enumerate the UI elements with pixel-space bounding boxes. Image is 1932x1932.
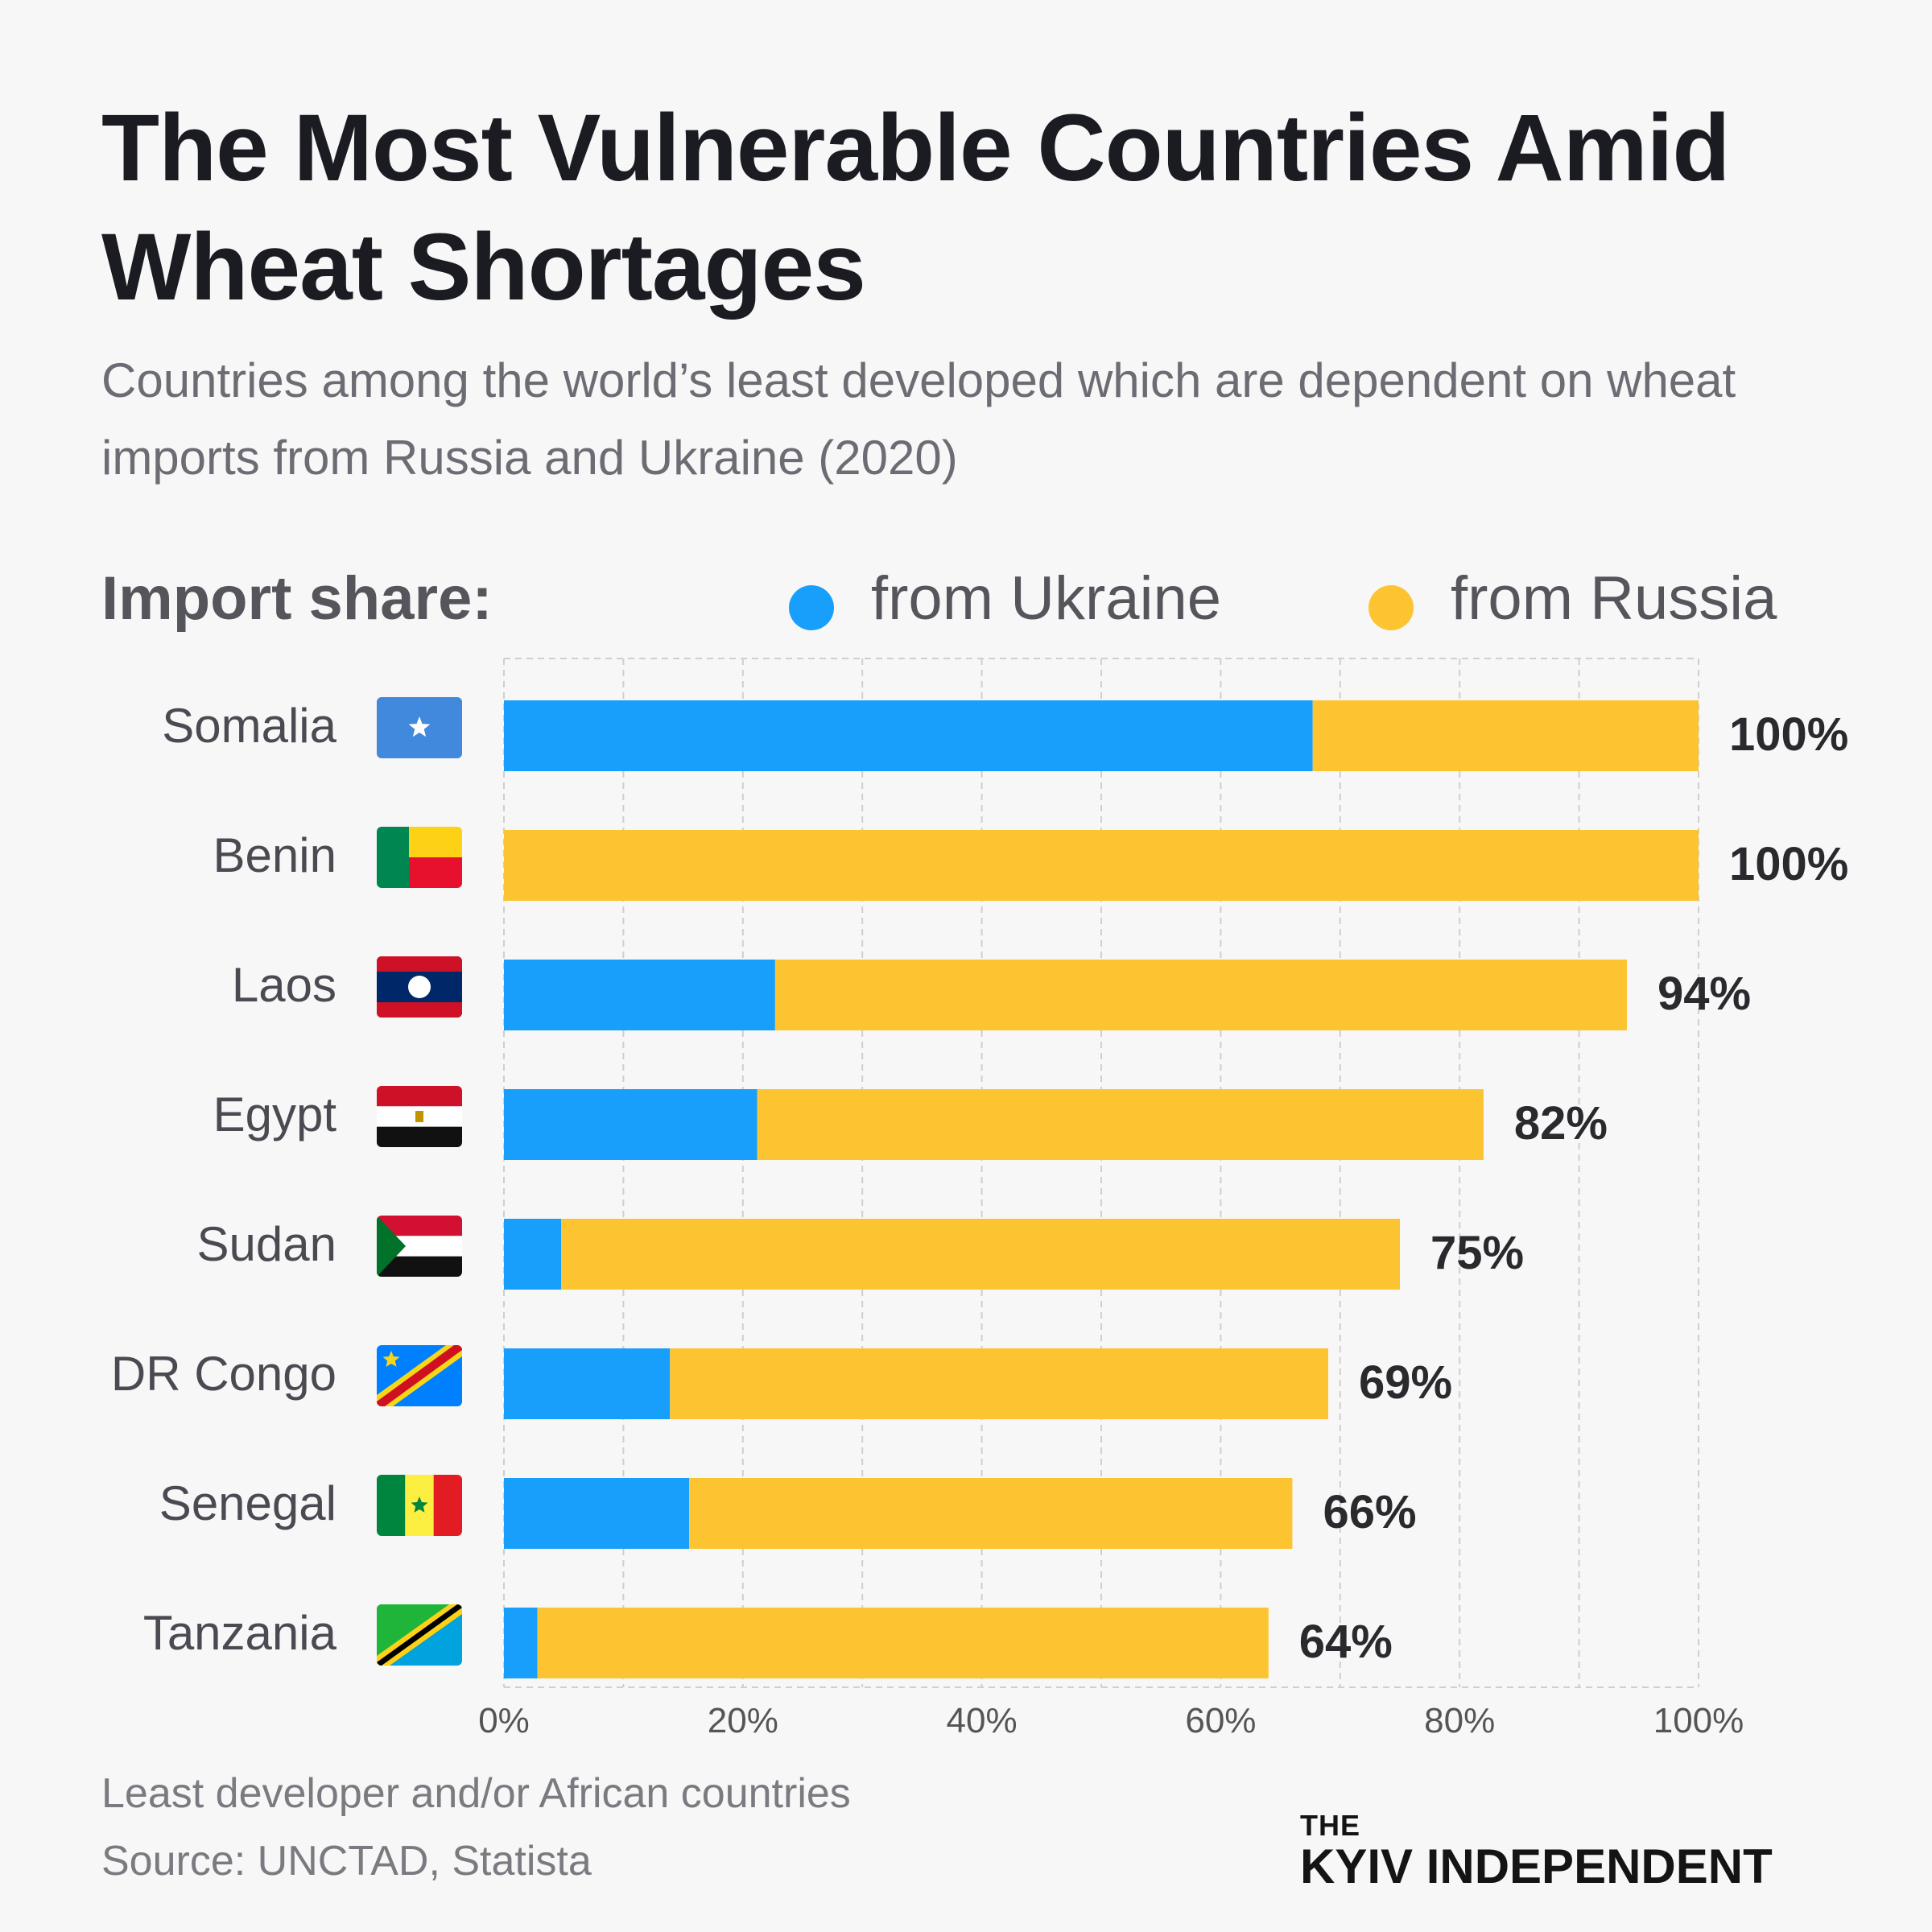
total-label: 82% [1514, 1097, 1608, 1150]
bar-russia-laos [774, 960, 1627, 1030]
flag-stripe [377, 956, 462, 972]
bar-ukraine-dr-congo [504, 1348, 671, 1419]
category-label: Somalia [162, 699, 336, 753]
bar-russia-tanzania [537, 1608, 1269, 1678]
category-label: Laos [232, 958, 336, 1012]
bar-russia-sudan [561, 1219, 1401, 1290]
category-label: Tanzania [143, 1606, 337, 1660]
category-label: Senegal [159, 1476, 336, 1530]
bar-russia-somalia [1312, 700, 1699, 771]
total-label: 69% [1359, 1356, 1452, 1409]
bar-ukraine-somalia [504, 700, 1313, 771]
flag-stripe [377, 1475, 406, 1536]
legend-russia-dot [1368, 585, 1414, 630]
total-label: 75% [1430, 1227, 1524, 1279]
dr-congo-flag-icon [377, 1345, 462, 1406]
bar-ukraine-egypt [504, 1089, 758, 1160]
footnote: Least developer and/or African countries [101, 1770, 851, 1817]
x-tick-label: 0% [478, 1701, 530, 1740]
category-label: Sudan [197, 1217, 337, 1271]
legend-title: Import share: [101, 564, 493, 633]
brand-name: KYIV INDEPENDENT [1300, 1839, 1773, 1893]
bar-ukraine-senegal [504, 1478, 690, 1549]
benin-flag-icon [377, 827, 462, 888]
flag-black [377, 1604, 462, 1666]
sudan-flag-icon [377, 1216, 462, 1277]
category-label: Benin [213, 828, 336, 882]
flag-star [382, 1351, 400, 1367]
bar-ukraine-sudan [504, 1219, 562, 1290]
total-label: 100% [1729, 708, 1848, 761]
total-label: 64% [1299, 1616, 1393, 1668]
flag-disc [408, 976, 431, 998]
flag-emblem [415, 1111, 423, 1122]
brand-the: THE [1300, 1809, 1360, 1842]
total-label: 94% [1657, 968, 1751, 1020]
egypt-flag-icon [377, 1086, 462, 1147]
category-label: DR Congo [111, 1347, 336, 1401]
bar-russia-egypt [757, 1089, 1484, 1160]
flag-star [408, 716, 431, 737]
laos-flag-icon [377, 956, 462, 1018]
bar-ukraine-laos [504, 960, 775, 1030]
flag-star [411, 1496, 428, 1513]
total-label: 66% [1323, 1486, 1416, 1538]
category-label: Egypt [213, 1088, 337, 1141]
legend-ukraine-dot [789, 585, 834, 630]
labels-group: Somalia 100% Benin 100% Laos 94% Egypt 82% Sudan… [111, 699, 1848, 1740]
flag-stripe [377, 1126, 462, 1147]
page-subtitle: Countries among the world’s least develo… [101, 353, 1736, 485]
brand-logo: THE KYIV INDEPENDENT [1300, 1811, 1773, 1893]
source-note: Source: UNCTAD, Statista [101, 1838, 592, 1885]
bars-group [504, 700, 1699, 1678]
x-tick-label: 60% [1185, 1701, 1256, 1740]
legend-russia-label: from Russia [1451, 564, 1777, 633]
tanzania-flag-icon [377, 1604, 462, 1666]
flag-triangle [377, 1216, 406, 1277]
bar-russia-senegal [689, 1478, 1293, 1549]
page-title: The Most Vulnerable Countries Amid Wheat… [101, 95, 1730, 320]
somalia-flag-icon [377, 697, 462, 758]
bar-ukraine-tanzania [504, 1608, 538, 1678]
flag-stripe [409, 827, 462, 857]
flag-stripe [433, 1475, 462, 1536]
bar-russia-dr-congo [670, 1348, 1328, 1419]
bar-russia-benin [504, 830, 1699, 901]
total-label: 100% [1729, 838, 1848, 890]
x-tick-label: 100% [1653, 1701, 1744, 1740]
flag-band [377, 1345, 462, 1406]
senegal-flag-icon [377, 1475, 462, 1536]
flag-stripe [377, 1086, 462, 1107]
flag-stripe [409, 857, 462, 888]
flag-stripe [377, 1002, 462, 1018]
legend-ukraine-label: from Ukraine [871, 564, 1221, 633]
x-tick-label: 20% [708, 1701, 778, 1740]
flag-stripe [377, 827, 409, 888]
x-tick-label: 80% [1424, 1701, 1495, 1740]
flags-group [377, 697, 462, 1666]
x-tick-label: 40% [947, 1701, 1018, 1740]
